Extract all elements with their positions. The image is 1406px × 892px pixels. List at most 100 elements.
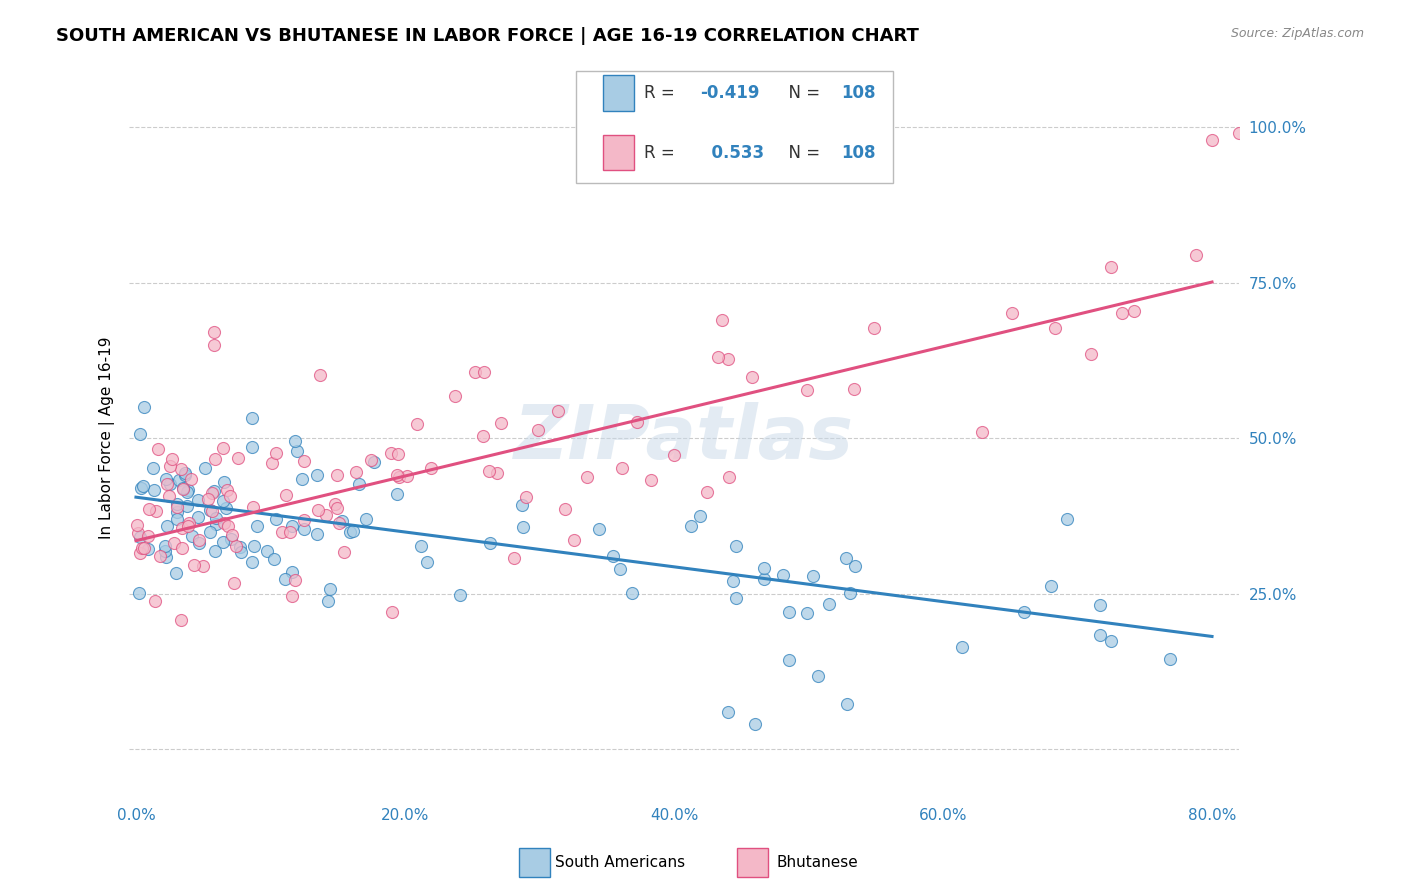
Point	[155, 549, 177, 564]
Point	[554, 501, 576, 516]
Point	[1043, 320, 1066, 334]
Point	[274, 488, 297, 502]
Point	[347, 477, 370, 491]
Point	[681, 519, 703, 533]
Point	[245, 519, 267, 533]
Point	[256, 544, 278, 558]
Point	[485, 466, 508, 480]
Point	[387, 447, 409, 461]
Point	[387, 467, 409, 482]
Point	[264, 446, 287, 460]
Point	[229, 541, 252, 555]
Point	[201, 504, 224, 518]
Point	[471, 429, 494, 443]
Point	[323, 498, 346, 512]
Point	[1185, 247, 1208, 261]
Point	[620, 586, 643, 600]
Point	[222, 576, 245, 591]
Point	[278, 525, 301, 540]
Point	[166, 500, 188, 515]
Point	[626, 415, 648, 429]
Point	[972, 425, 994, 440]
Point	[215, 501, 238, 516]
Point	[342, 524, 364, 538]
Point	[602, 549, 624, 564]
Point	[807, 669, 830, 683]
Point	[711, 313, 734, 327]
Point	[416, 555, 439, 569]
Point	[128, 586, 150, 600]
Point	[170, 613, 193, 627]
Point	[754, 561, 776, 575]
Point	[218, 489, 240, 503]
Point	[395, 468, 418, 483]
Point	[201, 486, 224, 500]
Point	[610, 460, 633, 475]
Point	[156, 477, 179, 491]
Point	[176, 484, 198, 499]
Point	[1227, 127, 1250, 141]
Point	[1056, 512, 1078, 526]
Point	[835, 550, 858, 565]
Point	[1159, 652, 1181, 666]
Point	[291, 472, 314, 486]
Point	[1088, 598, 1111, 612]
Point	[188, 536, 211, 550]
Point	[177, 483, 200, 497]
Point	[187, 493, 209, 508]
Point	[778, 653, 800, 667]
Point	[197, 492, 219, 507]
Point	[262, 456, 284, 470]
Point	[211, 535, 233, 549]
Point	[205, 516, 228, 531]
Point	[271, 525, 294, 540]
Point	[478, 464, 501, 478]
Point	[214, 516, 236, 530]
Point	[240, 555, 263, 569]
Text: -0.419: -0.419	[700, 84, 759, 102]
Point	[281, 565, 304, 579]
Point	[172, 483, 194, 497]
Point	[173, 468, 195, 483]
Point	[479, 536, 502, 550]
Point	[326, 467, 349, 482]
Point	[662, 448, 685, 462]
Point	[1080, 346, 1102, 360]
Point	[725, 540, 748, 554]
Point	[176, 518, 198, 533]
Point	[202, 326, 225, 340]
Point	[333, 545, 356, 559]
Point	[219, 532, 242, 546]
Point	[796, 607, 818, 621]
Point	[515, 490, 537, 504]
Point	[263, 552, 285, 566]
Point	[142, 483, 165, 497]
Point	[718, 470, 741, 484]
Point	[772, 568, 794, 582]
Point	[217, 519, 239, 533]
Point	[212, 493, 235, 508]
Point	[204, 544, 226, 558]
Point	[162, 451, 184, 466]
Point	[305, 526, 328, 541]
Point	[707, 350, 730, 364]
Point	[146, 442, 169, 456]
Point	[503, 551, 526, 566]
Point	[240, 411, 263, 425]
Point	[193, 559, 215, 574]
Point	[1123, 304, 1146, 318]
Point	[204, 452, 226, 467]
Point	[307, 467, 329, 482]
Point	[170, 462, 193, 476]
Point	[464, 365, 486, 379]
Point	[717, 705, 740, 719]
Point	[159, 458, 181, 473]
Point	[1201, 133, 1223, 147]
Text: ZIPatlas: ZIPatlas	[515, 401, 853, 475]
Text: 108: 108	[841, 84, 876, 102]
Point	[136, 541, 159, 556]
Point	[174, 466, 197, 480]
Point	[159, 476, 181, 491]
Point	[796, 384, 818, 398]
Point	[202, 338, 225, 352]
